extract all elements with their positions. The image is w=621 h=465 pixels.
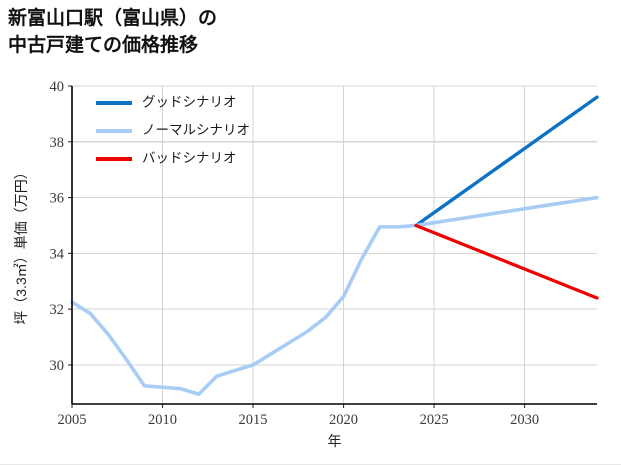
tick-label-x: 2005 [58,412,87,428]
tick-label-y: 40 [50,79,65,95]
chart-title: 新富山口駅（富山県）の 中古戸建ての価格推移 [8,8,218,56]
series-line-バッドシナリオ [414,223,599,300]
series-line-グッドシナリオ [414,95,599,228]
tick-label-x: 2030 [510,412,539,428]
legend-label-1: ノーマルシナリオ [142,123,250,138]
series-line-ノーマルシナリオ [70,195,599,397]
tick-label-x: 2010 [148,412,177,428]
axis-lines [71,86,597,405]
tick-label-x: 2020 [329,412,358,428]
axis-titles: 年 坪（3.3㎡）単価（万円） [13,165,342,449]
tick-label-y: 38 [50,135,65,151]
axis-ticks [68,85,526,408]
gridlines [71,85,597,404]
tick-label-y: 34 [50,246,65,262]
x-axis-title: 年 [328,433,342,449]
tick-label-y: 36 [50,191,65,207]
legend-label-0: グッドシナリオ [142,95,237,110]
axis-tick-labels: 30 32 34 36 38 40 2005 2010 2015 2020 2025 2030 [50,79,540,428]
series-lines [70,95,599,397]
tick-label-x: 2025 [420,412,449,428]
tick-label-x: 2015 [239,412,268,428]
tick-label-y: 30 [50,358,65,374]
tick-label-y: 32 [50,302,65,318]
y-axis-title: 坪（3.3㎡）単価（万円） [13,165,29,324]
legend-label-2: バッドシナリオ [142,151,237,166]
